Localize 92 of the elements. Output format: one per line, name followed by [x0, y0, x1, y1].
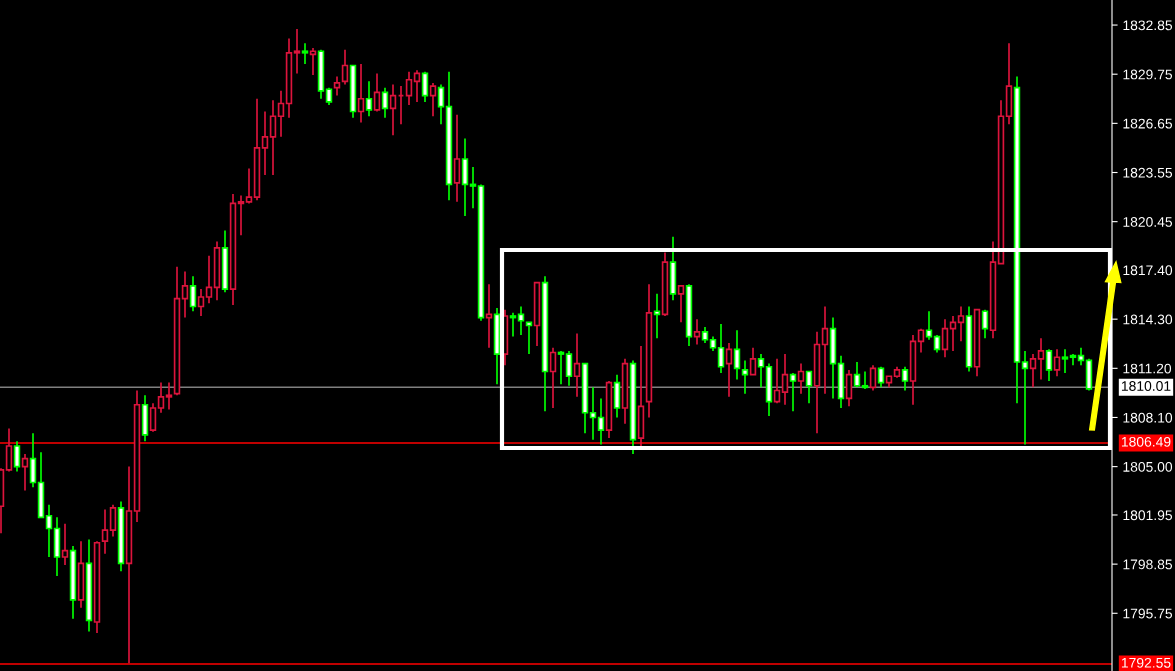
candlestick — [717, 323, 725, 374]
ref-line-label: 1806.49 — [1121, 436, 1171, 447]
candlestick — [237, 194, 245, 236]
y-tick-label: 1820.45 — [1123, 216, 1173, 227]
candlestick — [437, 83, 445, 125]
candlestick — [789, 372, 797, 412]
candlestick — [797, 362, 805, 395]
candlestick — [101, 508, 109, 555]
candlestick — [733, 329, 741, 381]
candlestick — [925, 310, 933, 341]
candlestick — [1037, 337, 1045, 381]
candlestick — [389, 83, 397, 137]
candlestick — [29, 432, 37, 489]
candlestick — [261, 110, 269, 176]
candlestick — [277, 90, 285, 138]
candlestick — [725, 342, 733, 398]
candlestick — [381, 86, 389, 119]
candlestick — [653, 292, 661, 340]
candlestick — [597, 397, 605, 446]
candlestick — [677, 285, 685, 324]
y-tick-label: 1808.10 — [1123, 412, 1173, 423]
candlestick — [509, 311, 517, 338]
y-tick-label: 1823.55 — [1123, 167, 1173, 178]
candlestick — [109, 503, 117, 538]
candlestick — [805, 370, 813, 405]
candlestick — [373, 72, 381, 113]
candlestick — [181, 270, 189, 319]
candlestick — [245, 167, 253, 205]
candlestick — [741, 359, 749, 395]
y-tick-label: 1832.85 — [1123, 20, 1173, 31]
candlestick — [1021, 350, 1029, 446]
y-tick-label: 1795.75 — [1123, 608, 1173, 619]
candlestick — [957, 305, 965, 343]
candlestick — [573, 332, 581, 398]
candlestick — [1029, 353, 1037, 389]
candlestick — [13, 440, 21, 473]
candlestick — [189, 275, 197, 313]
candlestick — [565, 350, 573, 387]
candlestick — [861, 370, 869, 390]
candlestick — [693, 318, 701, 346]
candlestick — [1061, 348, 1069, 374]
candlestick — [749, 346, 757, 376]
candlestick — [293, 28, 301, 75]
candlestick — [301, 42, 309, 65]
candlestick — [757, 353, 765, 389]
candlestick — [981, 308, 989, 340]
candlestick — [165, 381, 173, 411]
candlestick — [357, 63, 365, 124]
candlestick — [549, 346, 557, 409]
candlestick — [269, 99, 277, 176]
y-tick-label: 1811.20 — [1123, 363, 1172, 374]
candlestick — [413, 69, 421, 103]
candlestick — [517, 305, 525, 336]
candlestick — [21, 453, 29, 492]
candlestick — [61, 522, 69, 566]
candlestick — [853, 361, 861, 389]
y-tick-label: 1817.40 — [1123, 265, 1173, 276]
candlestick — [589, 386, 597, 441]
candlestick — [45, 503, 53, 558]
candlestick — [197, 288, 205, 317]
y-tick-label: 1814.30 — [1123, 314, 1173, 325]
y-tick-label: 1798.85 — [1123, 559, 1173, 570]
candlestick — [149, 402, 157, 433]
candlestick — [901, 365, 909, 392]
candlestick — [941, 318, 949, 359]
candlestick — [421, 70, 429, 103]
candlestick — [429, 82, 437, 118]
candlestick — [1045, 348, 1053, 382]
candlestick — [821, 305, 829, 395]
candlestick — [341, 48, 349, 86]
candlestick — [949, 315, 957, 352]
candlestick — [469, 166, 477, 210]
y-tick-label: 1826.65 — [1123, 118, 1173, 129]
candlestick — [453, 113, 461, 203]
candlestick — [157, 381, 165, 414]
ref-line-label: 1810.01 — [1121, 381, 1171, 391]
ref-line-label: 1792.55 — [1121, 657, 1171, 668]
candlestick — [1053, 348, 1061, 378]
candlestick — [5, 427, 13, 473]
y-tick-label: 1805.00 — [1123, 461, 1173, 472]
candlestick — [205, 254, 213, 305]
candlestick — [781, 353, 789, 406]
candlestick — [333, 75, 341, 97]
candlestick — [365, 80, 373, 118]
candlestick — [405, 70, 413, 106]
y-tick-label: 1801.95 — [1123, 510, 1173, 521]
candlestick — [773, 357, 781, 405]
candlestick — [845, 369, 853, 408]
candlestick — [869, 364, 877, 392]
candlestick — [309, 47, 317, 76]
y-tick-label: 1829.75 — [1123, 69, 1173, 80]
candlestick — [557, 350, 565, 386]
